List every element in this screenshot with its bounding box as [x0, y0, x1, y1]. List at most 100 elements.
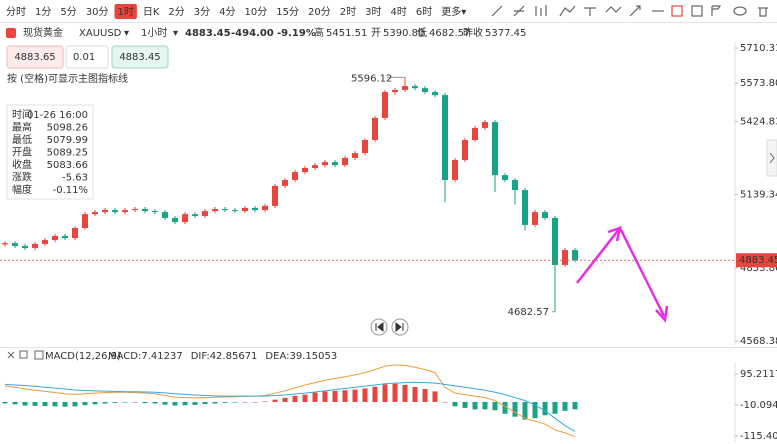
arrow-head [607, 226, 622, 242]
y-tick-label: 5710.31 [740, 43, 777, 54]
macd-bar [82, 402, 88, 406]
candle-body [522, 190, 528, 225]
qty-input[interactable] [65, 45, 109, 69]
candle-body [562, 250, 568, 265]
y-tick-label: 4853.86 [740, 263, 777, 274]
macd-bar [432, 391, 438, 402]
y-tick-label: 95.21178 [740, 369, 777, 380]
candle-body [102, 210, 108, 213]
candle-body [182, 214, 188, 223]
prev-label: 昨收 [463, 26, 483, 39]
tab[interactable]: 2分 [168, 6, 184, 18]
macd-bar [312, 392, 318, 402]
icon-lock[interactable] [691, 5, 703, 17]
macd-bar [542, 402, 548, 416]
tab-selected[interactable] [114, 4, 137, 19]
candle-body [532, 212, 538, 225]
candle-body [22, 245, 28, 249]
tab[interactable]: 分时 [6, 6, 26, 18]
tab[interactable]: 3分 [194, 6, 210, 18]
buy-price[interactable]: 4883.45 [119, 52, 160, 63]
icon-text [584, 7, 596, 16]
high-label: 高 [314, 26, 324, 39]
side-handle[interactable] [766, 139, 777, 177]
macd-bar [342, 390, 348, 402]
candle-body [352, 153, 358, 158]
macd-bar [32, 402, 38, 406]
tab[interactable]: 3时 [365, 6, 381, 18]
candle-body [112, 210, 118, 213]
macd-bar [392, 383, 398, 402]
y-tick-label: 5424.83 [740, 116, 777, 127]
candle-body [432, 92, 438, 96]
tab[interactable]: 15分 [276, 6, 299, 18]
change-pct: -9.19% [277, 28, 316, 39]
icon-trash[interactable] [758, 7, 768, 17]
tab[interactable]: 10分 [245, 6, 268, 18]
tab[interactable]: 2时 [340, 6, 356, 18]
macd-bar [422, 389, 428, 402]
macd-bar [222, 402, 228, 403]
info-label: 最低 [12, 133, 32, 146]
icon-flag[interactable] [711, 5, 722, 16]
sell-button[interactable] [6, 45, 64, 69]
macd-bar [22, 402, 28, 406]
macd-bar [252, 402, 258, 403]
candle-body [542, 212, 548, 219]
tab[interactable]: 1时 [117, 6, 133, 18]
change: -494.00 [231, 28, 274, 39]
buy-button[interactable] [111, 45, 169, 69]
tab[interactable]: 5分 [60, 6, 76, 18]
candle-body [362, 140, 368, 154]
info-value: 01-26 16:00 [27, 110, 88, 121]
macd-bar [362, 388, 368, 402]
replay-buttons [370, 318, 409, 336]
macd-bar [132, 402, 138, 403]
macd-chart: MACD:7.41237 DIF:42.85671 DEA:39.15053 95.2… [2, 351, 777, 442]
icon-erase[interactable] [671, 5, 683, 17]
side-handle-glyph[interactable] [769, 152, 775, 164]
macd-bar [372, 386, 378, 402]
toggle-icon[interactable] [34, 350, 44, 360]
macd-bar [382, 384, 388, 402]
symbol-icon [6, 28, 16, 38]
macd-bar [232, 402, 238, 403]
candle-body [422, 88, 428, 93]
tab[interactable]: 6时 [416, 6, 432, 18]
candle-body [132, 209, 138, 211]
candle-body [232, 210, 238, 212]
candle-body [122, 210, 128, 213]
tab[interactable]: 4分 [219, 6, 235, 18]
candle-body [282, 180, 288, 186]
tab[interactable]: 更多▾ [441, 5, 466, 18]
icon-eye[interactable] [733, 6, 747, 16]
candle-body [142, 209, 148, 212]
macd-bar [192, 402, 198, 405]
qty[interactable]: 0.01 [73, 52, 95, 63]
close-icon[interactable] [7, 351, 15, 359]
candle-body [42, 240, 48, 244]
macd-bar [72, 402, 78, 407]
candle-body [342, 157, 348, 166]
tab[interactable]: 30分 [86, 6, 109, 18]
low: 4682.57 [429, 28, 470, 39]
last-price-label: 4883.45 [739, 255, 777, 266]
candle-body [502, 175, 508, 181]
macd-bar [122, 402, 128, 403]
icon-line [491, 5, 503, 17]
legend-entry: MACD:7.41237 [108, 351, 183, 362]
candle-body [72, 228, 78, 239]
macd-bar [532, 402, 538, 419]
candle-body [92, 212, 98, 215]
candle-body [512, 180, 518, 191]
period: 1小时 [141, 27, 167, 39]
tab[interactable]: 20分 [308, 6, 331, 18]
tab[interactable]: 日K [143, 7, 160, 18]
settings-icon[interactable] [19, 350, 28, 359]
tab[interactable]: 4时 [391, 6, 407, 18]
sell-price[interactable]: 4883.65 [14, 52, 55, 63]
tab[interactable]: 1分 [35, 6, 51, 18]
macd-bar [472, 402, 478, 410]
candle-body [12, 243, 18, 246]
